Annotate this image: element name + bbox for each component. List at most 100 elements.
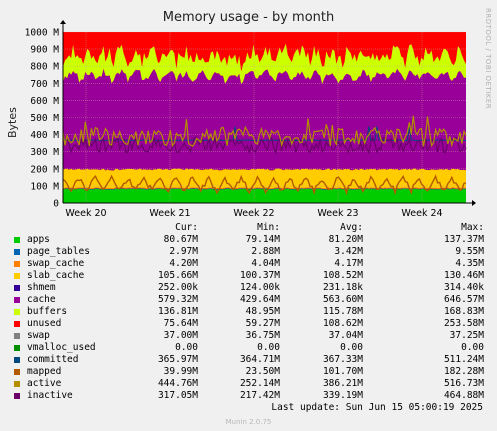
legend-min-value: 4.04M [251, 258, 280, 269]
legend-series-name: vmalloc_used [27, 342, 96, 353]
legend-cur-value: 136.81M [157, 306, 198, 317]
legend-min-value: 48.95M [245, 306, 280, 317]
y-tick-label: 700 M [30, 79, 59, 90]
legend-cur-value: 39.99M [163, 366, 198, 377]
legend-row-committed: committed 365.97M 364.71M 367.33M 511.24M [0, 354, 497, 366]
line-committed [62, 126, 466, 142]
legend-swatch [14, 321, 20, 327]
legend-cur-value: 444.76M [157, 378, 198, 389]
legend-max-value: 4.35M [455, 258, 484, 269]
legend-swatch [14, 333, 20, 339]
legend-row-swap: swap 37.00M 36.75M 37.04M 37.25M [0, 330, 497, 342]
legend-row-active: active 444.76M 252.14M 386.21M 516.73M [0, 378, 497, 390]
area-cache [63, 68, 466, 171]
legend-series-name: swap [27, 330, 50, 341]
legend-min-value: 252.14M [239, 378, 280, 389]
legend-row-unused: unused 75.64M 59.27M 108.62M 253.58M [0, 318, 497, 330]
legend-cur-value: 105.66M [157, 270, 198, 281]
legend-header: Cur: Min: Avg: Max: [0, 222, 497, 234]
stacked-areas [63, 32, 466, 203]
legend-cur-value: 252.00k [157, 282, 198, 293]
line-inactive [62, 135, 467, 155]
legend-swatch [14, 285, 20, 291]
x-tick-label: Week 24 [401, 208, 442, 219]
legend-max-value: 253.58M [443, 318, 484, 329]
legend-series-name: committed [27, 354, 79, 365]
line-active [62, 115, 467, 148]
legend-swatch [14, 261, 20, 267]
last-update: Last update: Sun Jun 15 05:00:19 2025 [271, 402, 483, 413]
legend-cur-value: 80.67M [163, 234, 198, 245]
legend-avg-value: 386.21M [322, 378, 363, 389]
legend-max-value: 314.40k [443, 282, 484, 293]
legend-avg-value: 3.42M [334, 246, 363, 257]
legend-max-value: 0.00 [461, 342, 484, 353]
legend-series-name: swap_cache [27, 258, 85, 269]
y-tick-label: 200 M [30, 164, 59, 175]
y-tick-label: 1000 M [25, 28, 60, 39]
area-shmem [63, 168, 466, 171]
legend-swatch [14, 237, 20, 243]
legend-min-value: 364.71M [239, 354, 280, 365]
legend-max-value: 516.73M [443, 378, 484, 389]
legend-header-cur: Cur: [175, 222, 198, 233]
y-axis-arrow [60, 20, 66, 24]
legend-row-slab-cache: slab_cache 105.66M 100.37M 108.52M 130.46M [0, 270, 497, 282]
memory-chart: 0 100 M 200 M 300 M 400 M 500 M 600 M 700 M 800 … [25, 20, 476, 219]
legend-max-value: 130.46M [443, 270, 484, 281]
legend-series-name: inactive [27, 390, 73, 401]
legend-avg-value: 0.00 [340, 342, 363, 353]
legend-avg-value: 231.18k [322, 282, 363, 293]
legend-series-name: unused [27, 318, 62, 329]
legend-swatch [14, 309, 20, 315]
legend-max-value: 464.88M [443, 390, 484, 401]
legend-row-cache: cache 579.32M 429.64M 563.60M 646.57M [0, 294, 497, 306]
legend-swatch [14, 297, 20, 303]
legend-row-shmem: shmem 252.00k 124.00k 231.18k 314.40k [0, 282, 497, 294]
legend-avg-value: 37.04M [328, 330, 363, 341]
y-tick-label: 100 M [30, 181, 59, 192]
y-tick-labels: 0 100 M 200 M 300 M 400 M 500 M 600 M 700 M 800 … [25, 28, 60, 210]
legend-max-value: 9.55M [455, 246, 484, 257]
chart-title: Memory usage - by month [162, 10, 335, 25]
legend-series-name: buffers [27, 306, 68, 317]
legend-min-value: 429.64M [239, 294, 280, 305]
legend-row-inactive: inactive 317.05M 217.42M 339.19M 464.88M [0, 390, 497, 402]
legend-series-name: shmem [27, 282, 56, 293]
legend-avg-value: 108.52M [322, 270, 363, 281]
legend-series-name: mapped [27, 366, 62, 377]
legend-row-page-tables: page_tables 2.97M 2.88M 3.42M 9.55M [0, 246, 497, 258]
legend-avg-value: 115.78M [322, 306, 363, 317]
x-tick-label: Week 21 [149, 208, 190, 219]
axes [60, 20, 476, 206]
legend-avg-value: 81.20M [328, 234, 363, 245]
y-tick-label: 800 M [30, 62, 59, 73]
y-tick-label: 400 M [30, 130, 59, 141]
legend-min-value: 124.00k [239, 282, 280, 293]
legend-cur-value: 4.20M [169, 258, 198, 269]
legend-series-name: apps [27, 234, 50, 245]
legend-swatch [14, 357, 20, 363]
legend-cur-value: 579.32M [157, 294, 198, 305]
legend-row-apps: apps 80.67M 79.14M 81.20M 137.37M [0, 234, 497, 246]
legend-series-name: page_tables [27, 246, 90, 257]
legend-min-value: 59.27M [245, 318, 280, 329]
x-tick-labels: Week 20 Week 21 Week 22 Week 23 Week 24 [65, 208, 442, 219]
legend-max-value: 137.37M [443, 234, 484, 245]
legend-swatch [14, 249, 20, 255]
line-mapped [62, 174, 467, 196]
grid-lines [63, 31, 466, 204]
legend-min-value: 100.37M [239, 270, 280, 281]
legend-header-min: Min: [257, 222, 280, 233]
legend-cur-value: 365.97M [157, 354, 198, 365]
legend-min-value: 0.00 [257, 342, 280, 353]
munin-version: Munin 2.0.75 [225, 418, 272, 426]
legend-cur-value: 317.05M [157, 390, 198, 401]
x-axis-arrow [472, 200, 476, 206]
legend-min-value: 36.75M [245, 330, 280, 341]
legend-max-value: 182.28M [443, 366, 484, 377]
legend-avg-value: 339.19M [322, 390, 363, 401]
legend-row-mapped: mapped 39.99M 23.50M 101.70M 182.28M [0, 366, 497, 378]
legend-cur-value: 75.64M [163, 318, 198, 329]
x-tick-label: Week 20 [65, 208, 106, 219]
